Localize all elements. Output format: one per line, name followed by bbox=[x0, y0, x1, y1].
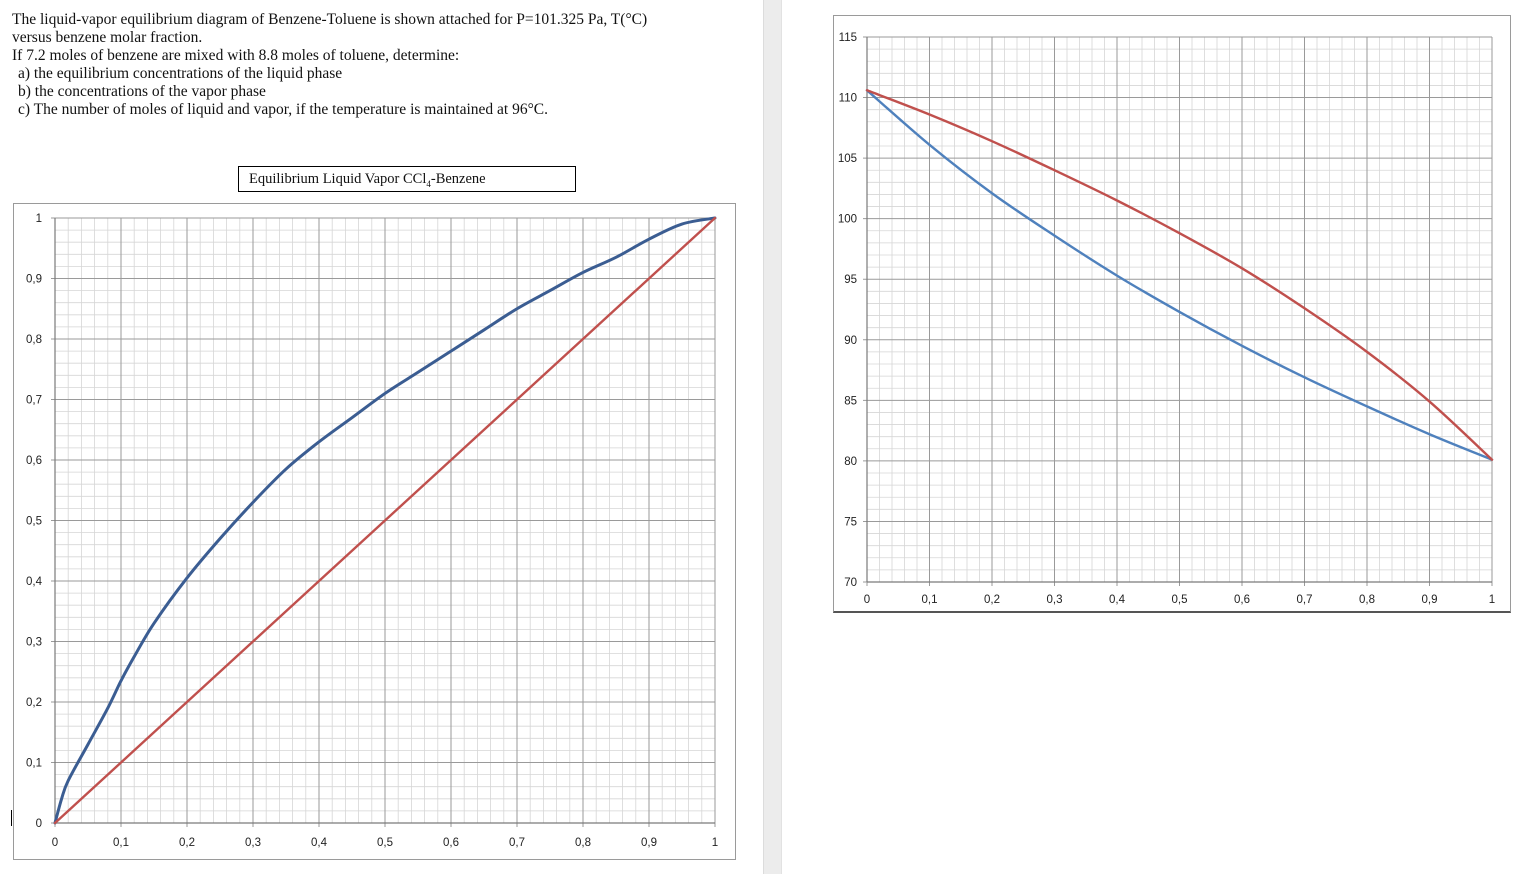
problem-line-3: If 7.2 moles of benzene are mixed with 8… bbox=[12, 47, 460, 64]
text-cursor bbox=[11, 810, 12, 826]
txy-x-tick-label: 0,7 bbox=[1297, 594, 1313, 606]
xy-x-tick-label: 0,6 bbox=[443, 837, 459, 849]
xy-x-tick-label: 0,8 bbox=[575, 837, 591, 849]
pane-divider[interactable] bbox=[763, 0, 782, 874]
xy-x-tick-label: 0 bbox=[52, 837, 58, 849]
xy-y-tick-label: 0,1 bbox=[26, 758, 42, 770]
txy-y-tick-label: 90 bbox=[844, 335, 857, 347]
xy-chart-title-suffix: -Benzene bbox=[430, 171, 486, 187]
xy-chart-title-subscript: 4 bbox=[426, 178, 431, 189]
txy-x-tick-label: 0 bbox=[864, 594, 870, 606]
xy-series-line-1 bbox=[53, 216, 717, 825]
problem-statement: The liquid-vapor equilibrium diagram of … bbox=[12, 11, 752, 119]
xy-chart-frame bbox=[13, 203, 736, 860]
txy-x-tick-label: 0,4 bbox=[1109, 594, 1126, 606]
xy-y-tick-label: 0 bbox=[36, 818, 42, 830]
txy-y-tick-label: 105 bbox=[838, 153, 857, 165]
xy-x-tick-label: 1 bbox=[712, 837, 718, 849]
xy-y-tick-label: 0,7 bbox=[26, 395, 42, 407]
xy-x-tick-label: 0,1 bbox=[113, 837, 129, 849]
xy-x-tick-label: 0,7 bbox=[509, 837, 525, 849]
txy-chart-frame bbox=[833, 15, 1511, 613]
txy-y-tick-label: 70 bbox=[844, 577, 857, 589]
txy-x-tick-label: 0,2 bbox=[984, 594, 1000, 606]
xy-x-tick-label: 0,3 bbox=[245, 837, 261, 849]
xy-y-tick-label: 0,3 bbox=[26, 637, 42, 649]
txy-x-tick-label: 0,1 bbox=[922, 594, 938, 606]
xy-x-tick-label: 0,2 bbox=[179, 837, 195, 849]
problem-line-2: versus benzene molar fraction. bbox=[12, 29, 203, 46]
txy-x-tick-label: 0,5 bbox=[1172, 594, 1188, 606]
txy-y-tick-label: 85 bbox=[844, 395, 857, 407]
txy-y-tick-label: 115 bbox=[839, 32, 857, 44]
problem-item-b: b) the concentrations of the vapor phase bbox=[18, 83, 266, 100]
xy-series-line-0 bbox=[53, 216, 717, 825]
xy-y-tick-label: 0,6 bbox=[26, 455, 42, 467]
xy-y-tick-label: 0,4 bbox=[26, 576, 43, 588]
xy-y-tick-label: 1 bbox=[36, 213, 42, 225]
txy-x-tick-label: 0,3 bbox=[1047, 594, 1063, 606]
txy-series-line-0 bbox=[865, 89, 1494, 461]
txy-y-tick-label: 75 bbox=[844, 516, 857, 528]
txy-series-line-1 bbox=[865, 89, 1494, 461]
problem-item-a: a) the equilibrium concentrations of the… bbox=[18, 65, 343, 82]
xy-chart-title: Equilibrium Liquid Vapor CCl4-Benzene bbox=[238, 166, 576, 192]
txy-y-tick-label: 110 bbox=[839, 93, 857, 105]
txy-x-tick-label: 0,6 bbox=[1234, 594, 1250, 606]
xy-x-tick-label: 0,9 bbox=[641, 837, 657, 849]
xy-y-tick-label: 0,2 bbox=[26, 697, 42, 709]
xy-x-tick-label: 0,5 bbox=[377, 837, 393, 849]
txy-x-tick-label: 0,9 bbox=[1422, 594, 1438, 606]
txy-y-tick-label: 100 bbox=[838, 214, 857, 226]
problem-item-c: c) The number of moles of liquid and vap… bbox=[18, 101, 548, 118]
txy-y-tick-label: 95 bbox=[844, 274, 857, 286]
xy-x-tick-label: 0,4 bbox=[311, 837, 328, 849]
txy-x-tick-label: 0,8 bbox=[1359, 594, 1375, 606]
xy-y-tick-label: 0,8 bbox=[26, 334, 42, 346]
problem-line-1: The liquid-vapor equilibrium diagram of … bbox=[12, 11, 648, 28]
xy-y-tick-label: 0,9 bbox=[26, 274, 42, 286]
xy-chart-title-prefix: Equilibrium Liquid Vapor CCl bbox=[249, 171, 427, 187]
txy-x-tick-label: 1 bbox=[1489, 594, 1495, 606]
xy-y-tick-label: 0,5 bbox=[26, 516, 42, 528]
txy-y-tick-label: 80 bbox=[844, 456, 857, 468]
